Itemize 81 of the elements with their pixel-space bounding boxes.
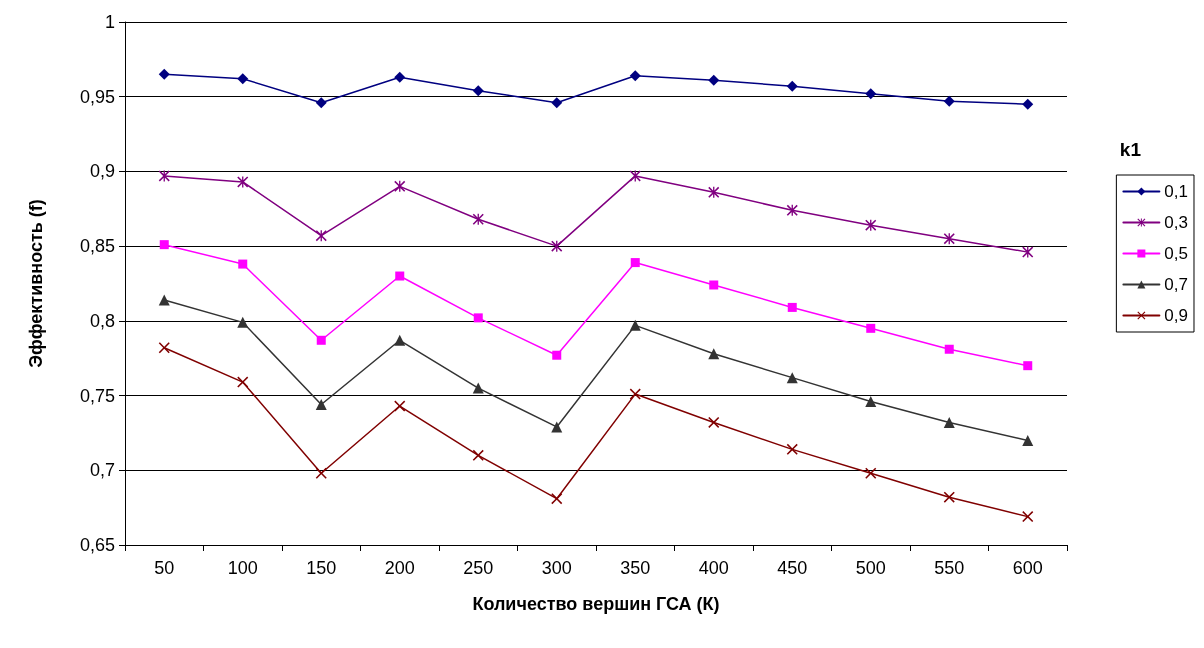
x-tick-label: 100 [227, 558, 258, 578]
point [865, 396, 877, 408]
point [551, 97, 563, 109]
point [159, 240, 169, 250]
point [786, 372, 798, 384]
y-tick-label: 0,75 [79, 385, 115, 406]
point [708, 186, 720, 198]
point [472, 449, 484, 461]
point [551, 493, 563, 505]
point [1022, 98, 1034, 110]
point [237, 376, 249, 388]
point [944, 344, 954, 354]
point [315, 230, 327, 242]
point [708, 74, 720, 86]
legend-label: 0,3 [1164, 213, 1189, 232]
x-tick-label: 500 [855, 558, 886, 578]
point [473, 313, 483, 323]
point [394, 400, 406, 412]
y-tick-label: 0,8 [89, 310, 115, 331]
point [472, 85, 484, 97]
y-axis-title: Эффективность (f) [26, 199, 46, 368]
legend-label: 0,7 [1164, 275, 1189, 294]
point [630, 258, 640, 268]
x-tick-label: 350 [620, 558, 651, 578]
point [552, 350, 562, 360]
legend-label: 0,5 [1164, 244, 1189, 263]
y-tick-label: 0,85 [79, 236, 115, 257]
point [315, 399, 327, 411]
point [865, 88, 877, 100]
x-tick-label: 200 [384, 558, 415, 578]
point [1022, 511, 1034, 523]
point [709, 280, 719, 290]
point [629, 388, 641, 400]
x-tick-label: 150 [306, 558, 337, 578]
point [395, 271, 405, 281]
point [315, 97, 327, 109]
x-tick-label: 300 [541, 558, 572, 578]
point [943, 95, 955, 107]
point [551, 421, 563, 433]
point [786, 80, 798, 92]
y-tick-label: 0,65 [79, 535, 115, 555]
point [1022, 434, 1034, 446]
point [943, 491, 955, 503]
point [394, 71, 406, 83]
point [1023, 361, 1033, 371]
legend-label: 0,1 [1164, 182, 1189, 201]
x-tick-label: 450 [777, 558, 808, 578]
point [865, 219, 877, 231]
point [708, 348, 720, 360]
legend-label: 0,9 [1164, 306, 1189, 325]
point [708, 416, 720, 428]
point [158, 68, 170, 80]
point [238, 259, 248, 269]
point [394, 334, 406, 346]
x-tick-label: 600 [1012, 558, 1043, 578]
y-tick-label: 0,9 [89, 161, 115, 182]
point [158, 342, 170, 354]
x-axis-title: Количество вершин ГСА (К) [472, 594, 720, 614]
point [943, 416, 955, 428]
point [786, 204, 798, 216]
point [865, 467, 877, 479]
point [237, 316, 249, 328]
x-tick-label: 250 [463, 558, 494, 578]
legend-title: k1 [1119, 139, 1142, 160]
point [158, 294, 170, 306]
point [237, 73, 249, 85]
point [629, 319, 641, 331]
point [316, 335, 326, 345]
x-tick-label: 50 [154, 558, 175, 578]
point [866, 323, 876, 333]
x-tick-label: 550 [934, 558, 965, 578]
y-tick-label: 0,7 [89, 460, 115, 481]
point [472, 382, 484, 394]
point [472, 213, 484, 225]
point [787, 302, 797, 312]
y-tick-label: 0,95 [79, 86, 115, 107]
point [786, 443, 798, 455]
x-tick-label: 400 [698, 558, 729, 578]
point [629, 70, 641, 82]
point [315, 467, 327, 479]
y-tick-label: 1 [104, 12, 115, 32]
